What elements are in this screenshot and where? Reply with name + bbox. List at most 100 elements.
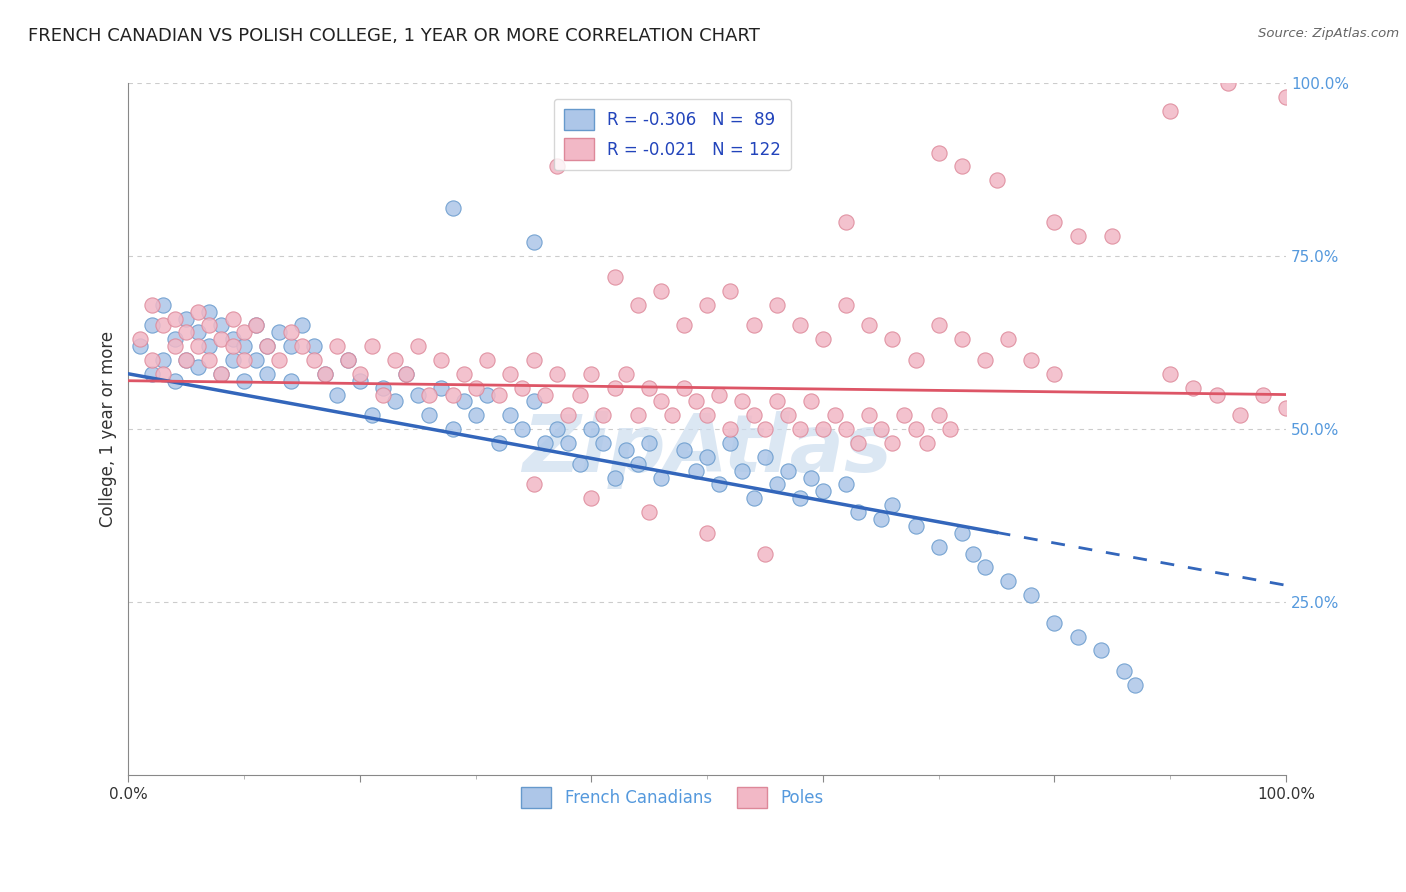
Point — [430, 353, 453, 368]
Point — [546, 160, 568, 174]
Point — [233, 374, 256, 388]
Point — [245, 318, 267, 333]
Point — [129, 339, 152, 353]
Point — [314, 367, 336, 381]
Point — [627, 409, 650, 423]
Point — [441, 422, 464, 436]
Point — [141, 353, 163, 368]
Point — [846, 505, 869, 519]
Point — [187, 359, 209, 374]
Point — [360, 339, 382, 353]
Point — [152, 367, 174, 381]
Point — [1182, 381, 1205, 395]
Point — [835, 422, 858, 436]
Point — [800, 394, 823, 409]
Point — [581, 422, 603, 436]
Point — [778, 464, 800, 478]
Point — [1229, 409, 1251, 423]
Point — [638, 381, 661, 395]
Point — [661, 409, 683, 423]
Point — [718, 436, 741, 450]
Point — [267, 353, 290, 368]
Point — [731, 394, 754, 409]
Point — [198, 304, 221, 318]
Point — [811, 422, 834, 436]
Point — [882, 498, 904, 512]
Point — [581, 367, 603, 381]
Point — [928, 145, 950, 160]
Point — [718, 284, 741, 298]
Point — [198, 318, 221, 333]
Point — [337, 353, 360, 368]
Point — [627, 298, 650, 312]
Point — [650, 284, 672, 298]
Point — [267, 326, 290, 340]
Point — [280, 374, 302, 388]
Point — [176, 326, 198, 340]
Point — [349, 367, 371, 381]
Point — [673, 318, 696, 333]
Point — [568, 387, 591, 401]
Point — [685, 464, 707, 478]
Point — [581, 491, 603, 506]
Point — [614, 367, 637, 381]
Point — [835, 298, 858, 312]
Point — [742, 409, 765, 423]
Point — [221, 353, 243, 368]
Point — [395, 367, 418, 381]
Point — [141, 367, 163, 381]
Point — [441, 201, 464, 215]
Point — [209, 367, 232, 381]
Point — [696, 409, 718, 423]
Point — [198, 353, 221, 368]
Point — [430, 381, 453, 395]
Point — [245, 353, 267, 368]
Point — [974, 560, 997, 574]
Point — [477, 387, 499, 401]
Point — [754, 547, 776, 561]
Point — [176, 353, 198, 368]
Y-axis label: College, 1 year or more: College, 1 year or more — [100, 331, 117, 527]
Point — [209, 318, 232, 333]
Point — [754, 450, 776, 464]
Point — [962, 547, 984, 561]
Point — [789, 491, 811, 506]
Text: Source: ZipAtlas.com: Source: ZipAtlas.com — [1258, 27, 1399, 40]
Point — [499, 409, 522, 423]
Point — [1043, 367, 1066, 381]
Point — [256, 367, 278, 381]
Point — [221, 332, 243, 346]
Point — [163, 374, 186, 388]
Point — [464, 381, 486, 395]
Point — [256, 339, 278, 353]
Point — [835, 215, 858, 229]
Point — [882, 332, 904, 346]
Point — [233, 339, 256, 353]
Point — [627, 457, 650, 471]
Point — [765, 477, 787, 491]
Point — [557, 436, 579, 450]
Point — [523, 394, 546, 409]
Point — [869, 512, 891, 526]
Point — [939, 422, 962, 436]
Point — [534, 436, 557, 450]
Point — [360, 409, 382, 423]
Point — [904, 519, 927, 533]
Point — [1021, 353, 1043, 368]
Point — [326, 387, 349, 401]
Point — [650, 394, 672, 409]
Point — [371, 381, 394, 395]
Point — [811, 332, 834, 346]
Point — [673, 442, 696, 457]
Point — [685, 394, 707, 409]
Point — [869, 422, 891, 436]
Point — [523, 235, 546, 250]
Point — [546, 367, 568, 381]
Point — [384, 394, 406, 409]
Point — [928, 318, 950, 333]
Point — [603, 470, 626, 484]
Point — [1066, 228, 1088, 243]
Point — [707, 387, 730, 401]
Point — [198, 339, 221, 353]
Legend: French Canadians, Poles: French Canadians, Poles — [515, 780, 830, 815]
